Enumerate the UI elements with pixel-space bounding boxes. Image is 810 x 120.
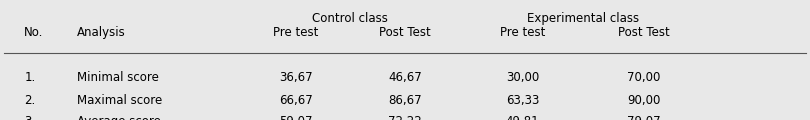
Text: Average score: Average score: [77, 115, 161, 120]
Text: Analysis: Analysis: [77, 26, 126, 39]
Text: 70,00: 70,00: [627, 71, 661, 84]
Text: 59,07: 59,07: [279, 115, 313, 120]
Text: Post Test: Post Test: [379, 26, 431, 39]
Text: Pre test: Pre test: [500, 26, 545, 39]
Text: 90,00: 90,00: [627, 94, 661, 107]
Text: 86,67: 86,67: [388, 94, 422, 107]
Text: 1.: 1.: [24, 71, 36, 84]
Text: 30,00: 30,00: [505, 71, 539, 84]
Text: 2.: 2.: [24, 94, 36, 107]
Text: 72,22: 72,22: [388, 115, 422, 120]
Text: 66,67: 66,67: [279, 94, 313, 107]
Text: Minimal score: Minimal score: [77, 71, 159, 84]
Text: No.: No.: [24, 26, 44, 39]
Text: 36,67: 36,67: [279, 71, 313, 84]
Text: 49,81: 49,81: [505, 115, 539, 120]
Text: Control class: Control class: [312, 12, 388, 25]
Text: 3.: 3.: [24, 115, 36, 120]
Text: Pre test: Pre test: [273, 26, 318, 39]
Text: Maximal score: Maximal score: [77, 94, 162, 107]
Text: Experimental class: Experimental class: [527, 12, 639, 25]
Text: 63,33: 63,33: [505, 94, 539, 107]
Text: 79,07: 79,07: [627, 115, 661, 120]
Text: 46,67: 46,67: [388, 71, 422, 84]
Text: Post Test: Post Test: [618, 26, 670, 39]
